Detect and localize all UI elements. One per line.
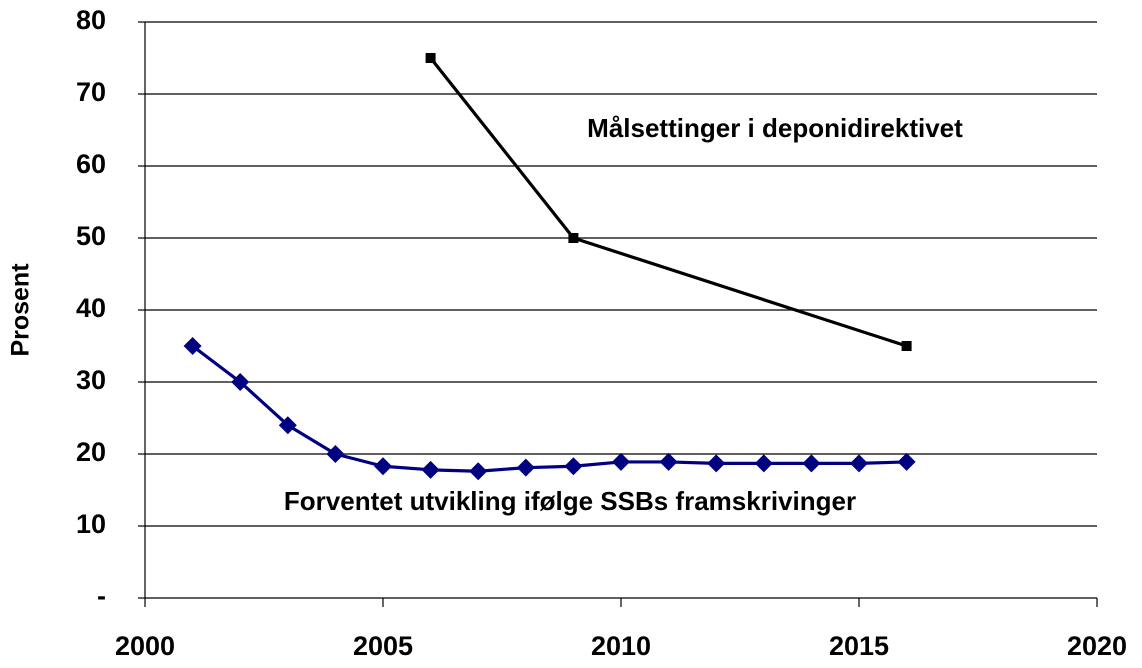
marker (568, 233, 579, 243)
y-axis-label: Prosent (7, 263, 35, 357)
series-label: Målsettinger i deponidirektivet (587, 113, 963, 143)
marker (802, 454, 821, 473)
marker (754, 454, 773, 473)
series-line (429, 57, 908, 348)
y-tick-label: 10 (76, 509, 106, 539)
marker (374, 457, 392, 476)
y-tick-label: 60 (76, 149, 106, 179)
marker (469, 462, 488, 481)
marker (421, 460, 440, 479)
y-tick-label: 20 (76, 437, 106, 467)
marker (612, 452, 630, 471)
marker (707, 454, 726, 473)
x-tick-label: 2005 (353, 631, 413, 661)
marker (326, 445, 345, 463)
marker (897, 452, 916, 471)
x-tick-label: 2015 (829, 631, 889, 661)
marker (278, 416, 297, 435)
y-tick-label: 30 (76, 365, 106, 395)
marker (901, 341, 912, 351)
x-tick-label: 2000 (115, 631, 175, 661)
y-tick-label: 40 (76, 293, 106, 323)
x-tick-label: 2020 (1067, 631, 1127, 661)
y-tick-label: 70 (76, 77, 106, 107)
marker (425, 53, 436, 63)
marker (516, 458, 535, 477)
marker (659, 452, 678, 471)
marker (231, 373, 250, 391)
series-label: Forventet utvikling ifølge SSBs framskri… (284, 486, 856, 516)
marker (564, 457, 583, 476)
marker (183, 337, 202, 355)
x-tick-label: 2010 (591, 631, 651, 661)
y-tick-label: 50 (76, 221, 106, 251)
marker (850, 454, 868, 473)
series-line (191, 344, 907, 473)
y-tick-label: 80 (76, 5, 106, 35)
y-tick-label: - (97, 581, 106, 611)
